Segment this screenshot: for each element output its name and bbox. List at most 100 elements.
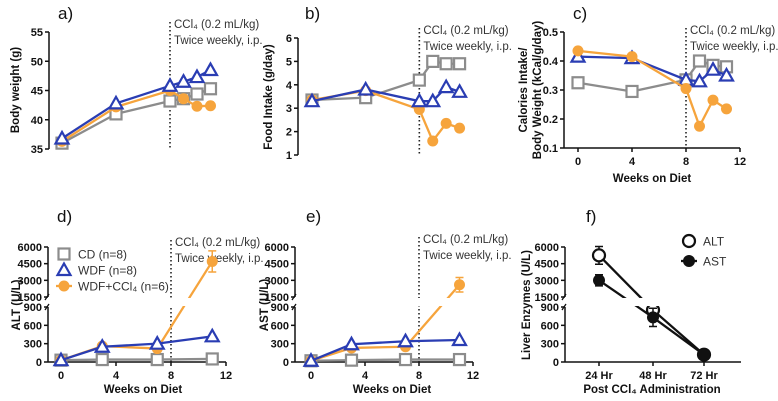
y-axis: 1 2 3 4 5 6 (286, 33, 299, 162)
data-point (188, 68, 206, 84)
data-point (691, 72, 708, 88)
y-tick-label: 55 (31, 27, 43, 39)
y-tick-label: 300 (271, 339, 289, 351)
x-axis: 0 4 8 12 Weeks on Diet (564, 147, 746, 185)
y-tick-label: 300 (541, 339, 559, 351)
data-point (454, 122, 466, 134)
series-line (310, 338, 460, 362)
y-tick-label: 1 (286, 150, 292, 162)
data-point (206, 255, 218, 267)
data-point (52, 351, 70, 367)
y-tick-label: 0 (553, 357, 559, 369)
data-point (163, 94, 177, 108)
data-point (698, 348, 710, 361)
x-tick-label: 72 Hr (690, 370, 718, 382)
ccl4-dose-annotation: CCl₄ (0.2 mL/kg) (423, 234, 508, 246)
data-point (452, 57, 467, 71)
y-tick-label: 900 (24, 302, 42, 314)
y-tick-label: 0 (36, 357, 42, 369)
y-axis: 0.1 0.2 0.3 0.4 0.5 (543, 27, 565, 155)
x-axis: 24 Hr 48 Hr 72 Hr Post CCl₄ Administration (565, 361, 741, 396)
ccl4-schedule-annotation: Twice weekly, i.p. (690, 41, 778, 53)
y-tick-label: 0.3 (543, 85, 558, 97)
x-tick-label: 4 (113, 370, 120, 382)
y-axis-label: Liver Enzymes (U/L) (521, 250, 533, 360)
x-tick-label: 4 (362, 370, 369, 382)
data-point (205, 352, 219, 366)
data-point (451, 331, 468, 347)
data-point (452, 352, 467, 367)
y-tick-label: 1500 (18, 292, 42, 304)
x-tick-label: 0 (575, 156, 581, 168)
data-point (178, 93, 189, 105)
x-tick-label: 4 (629, 156, 636, 168)
y-tick-label: 40 (31, 115, 43, 127)
y-tick-label: 45 (31, 86, 43, 98)
legend-label: CD (n=8) (78, 248, 127, 262)
y-tick-label: 1500 (535, 292, 559, 304)
x-tick-label: 8 (416, 370, 422, 382)
series-wdf (302, 331, 468, 367)
y-tick-label: 900 (541, 302, 559, 314)
data-point (440, 117, 452, 129)
legend-item: WDF+CCl₄ (n=6) (56, 280, 169, 294)
y-axis-label: AST (U/L) (259, 279, 271, 332)
panel-label: e) (306, 207, 321, 226)
y-axis-label: Food Intake (g/day) (263, 44, 275, 150)
x-axis-label: Post CCl₄ Administration (583, 384, 720, 396)
legend-item: AST (681, 255, 727, 269)
legend-marker (683, 255, 695, 267)
x-axis-label: Weeks on Diet (104, 384, 183, 396)
data-point (203, 327, 221, 343)
ccl4-dose-annotation: CCl₄ (0.2 mL/kg) (690, 25, 775, 37)
data-point (190, 87, 204, 101)
y-tick-label: 0.4 (543, 56, 559, 68)
y-axis-label: Body weight (g) (10, 47, 22, 133)
x-axis: 0 4 8 12 Weeks on Diet (295, 361, 479, 396)
legend-marker (681, 233, 697, 249)
panel-label: c) (573, 4, 587, 23)
data-point (571, 76, 585, 90)
y-tick-label: 6000 (18, 242, 42, 254)
panel-label: b) (305, 4, 320, 23)
data-point (95, 352, 109, 367)
data-point (191, 100, 203, 112)
legend-label: WDF (n=8) (78, 264, 137, 278)
y-axis: 35 40 45 50 55 (31, 27, 50, 156)
legend-label: ALT (703, 235, 725, 249)
data-point (397, 332, 414, 348)
data-point (593, 274, 605, 287)
data-point (647, 311, 659, 324)
y-tick-label: 4500 (265, 259, 289, 271)
y-tick-label: 0.5 (543, 27, 558, 39)
y-tick-label: 1500 (265, 292, 289, 304)
data-point (175, 72, 192, 88)
data-point (302, 352, 320, 367)
y-tick-label: 0.2 (543, 114, 558, 126)
data-point (451, 83, 468, 98)
y-tick-label: 6 (286, 33, 292, 45)
series-line (60, 335, 213, 362)
data-point (357, 80, 375, 96)
data-point (626, 51, 638, 63)
data-point (692, 54, 707, 68)
series-wdf-ccl4 (572, 45, 732, 132)
data-point (427, 135, 439, 147)
y-tick-label: 4500 (535, 259, 559, 271)
panel-label: d) (57, 207, 72, 226)
data-point (591, 248, 607, 263)
x-axis-label: Weeks on Diet (353, 384, 432, 396)
series-wdf (53, 61, 219, 145)
y-tick-label: 2 (286, 127, 292, 139)
x-axis: 0 4 8 12 Weeks on Diet (48, 361, 232, 396)
y-axis-label: Body Weight (kCal/g/day) (532, 21, 544, 160)
data-point (454, 279, 465, 291)
y-tick-label: 50 (31, 56, 43, 68)
y-axis-label: ALT (U/L) (11, 279, 23, 330)
series-wdf (52, 327, 221, 367)
